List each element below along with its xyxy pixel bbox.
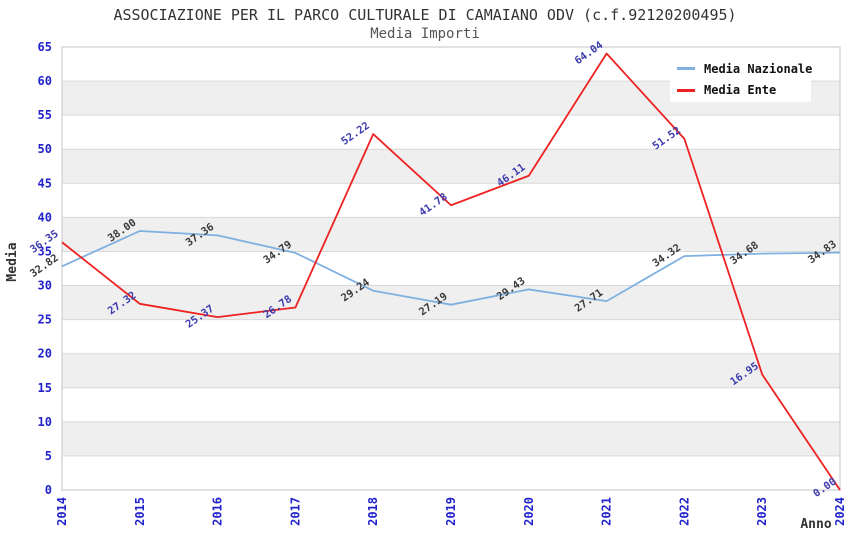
plot-background [62,47,840,490]
grid-band [62,217,840,252]
legend-line-sample-ente-icon [677,88,695,92]
y-tick-label: 50 [38,142,52,156]
x-tick-label: 2024 [833,497,847,526]
y-tick-label: 55 [38,108,52,122]
y-tick-label: 10 [38,415,52,429]
legend-item-media-ente: Media Ente [670,80,811,100]
legend-line-sample-nazionale-icon [677,67,695,71]
grid-band [62,149,840,184]
chart-title: ASSOCIAZIONE PER IL PARCO CULTURALE DI C… [113,6,737,24]
x-axis-title: Anno [800,517,831,532]
grid-band [62,353,840,388]
legend-label-media-nazionale: Media Nazionale [704,61,813,76]
x-tick-label: 2020 [522,497,536,526]
y-tick-label: 30 [38,279,52,293]
y-tick-label: 65 [38,40,52,54]
x-tick-label: 2014 [55,497,69,526]
y-tick-label: 5 [45,449,52,463]
x-tick-label: 2022 [677,497,691,526]
y-tick-label: 60 [38,74,52,88]
x-tick-label: 2023 [755,497,769,526]
x-tick-label: 2021 [600,497,614,526]
x-tick-label: 2017 [288,497,302,526]
plot-border [61,46,841,491]
y-tick-label: 35 [38,244,52,258]
y-tick-label: 40 [38,210,52,224]
x-tick-label: 2018 [366,497,380,526]
y-axis-title: Media [5,242,20,281]
y-tick-label: 0 [45,483,52,497]
x-tick-label: 2019 [444,497,458,526]
x-tick-label: 2015 [133,497,147,526]
y-tick-label: 45 [38,176,52,190]
y-tick-label: 20 [38,347,52,361]
series-line-media-nazionale [61,230,841,306]
chart-subtitle: Media Importi [370,26,480,42]
y-tick-label: 15 [38,381,52,395]
grid-band [62,285,840,320]
legend: Media Nazionale Media Ente [670,57,813,102]
x-tick-label: 2016 [211,497,225,526]
legend-label-media-ente: Media Ente [704,83,777,98]
series-line-media-ente [61,52,841,491]
y-tick-label: 25 [38,313,52,327]
grid-band [62,421,840,456]
legend-item-media-nazionale: Media Nazionale [670,59,813,79]
